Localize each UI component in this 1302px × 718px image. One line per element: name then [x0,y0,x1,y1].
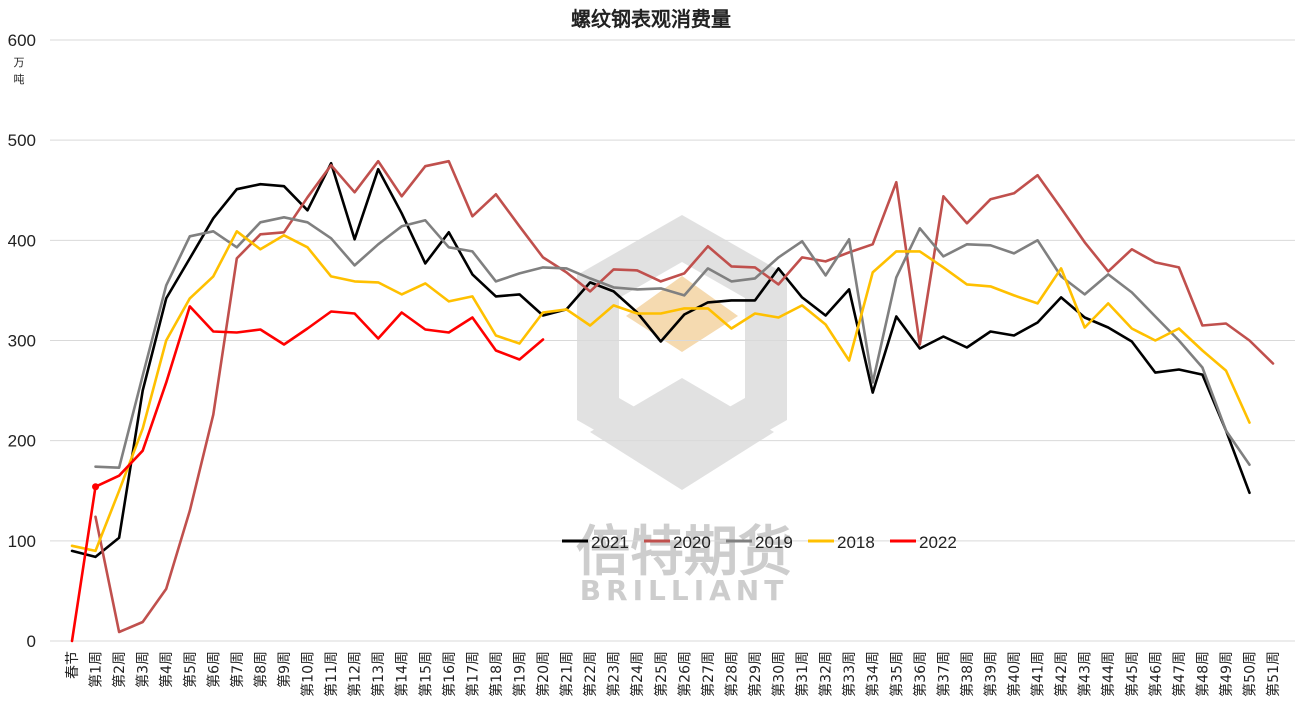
watermark-cn-text: 倍特期货 [576,520,792,583]
chart-title: 螺纹钢表观消费量 [571,7,731,31]
x-tick-label: 第30周 [771,651,788,697]
y-tick-label: 200 [8,432,36,451]
x-tick-label: 第31周 [794,651,811,697]
watermark-bottom-chevron [590,378,774,490]
series-lines [70,159,1275,643]
series-marker-2022 [92,483,100,491]
x-tick-label: 第4周 [158,651,175,688]
x-tick-label: 第16周 [441,651,458,697]
series-line-2018 [70,230,1251,553]
x-tick-label: 第25周 [653,651,670,697]
x-tick-label: 第12周 [347,651,364,697]
x-axis: 春节 第1周 第2周 第3周 第4周 第5周 第6周 第7周 第8周 第9周 第10周 第11周 第12… [65,651,1282,697]
x-tick-label: 第29周 [747,651,764,697]
x-tick-label: 第28周 [723,651,740,697]
x-tick-label: 第45周 [1124,651,1141,697]
x-tick-label: 第47周 [1171,651,1188,697]
series-line-2019 [94,216,1251,469]
legend-label-2020: 2020 [673,533,711,552]
x-tick-label: 第50周 [1242,651,1259,697]
x-tick-label: 第20周 [535,651,552,697]
x-tick-label: 第3周 [135,651,152,688]
y-unit-label-2: 吨 [14,73,25,86]
x-tick-label: 第18周 [488,651,505,697]
x-tick-label: 第33周 [841,651,858,697]
legend-label-2019: 2019 [755,533,793,552]
y-tick-label: 300 [8,332,36,351]
x-tick-label: 第40周 [1006,651,1023,697]
x-tick-label: 第42周 [1053,651,1070,697]
y-tick-label: 0 [27,632,36,651]
x-tick-label: 第38周 [959,651,976,697]
x-tick-label: 第5周 [182,651,199,688]
x-tick-label: 第43周 [1077,651,1094,697]
legend-label-2022: 2022 [919,533,957,552]
legend-label-2018: 2018 [837,533,875,552]
legend-label-2021: 2021 [591,533,629,552]
x-tick-label: 第37周 [935,651,952,697]
x-tick-label: 第26周 [676,651,693,697]
legend: 2021 2020 2019 2018 2022 [562,533,957,552]
x-tick-label: 第23周 [606,651,623,697]
y-tick-label: 400 [8,231,36,250]
y-tick-label: 500 [8,131,36,150]
x-tick-label: 第10周 [300,651,317,697]
series-line-2020 [94,159,1275,634]
watermark-en-text: BRILLIANT [580,574,789,607]
x-tick-label: 第6周 [205,651,222,688]
y-axis: 0 100 200 300 400 500 600 [8,31,36,651]
x-tick-label: 第9周 [276,651,293,688]
x-tick-label: 第27周 [700,651,717,697]
x-tick-label: 第1周 [88,651,105,688]
x-tick-label: 第34周 [865,651,882,697]
x-tick-label: 第7周 [229,651,246,688]
x-tick-label: 第39周 [982,651,999,697]
x-tick-label: 第46周 [1147,651,1164,697]
x-tick-label: 第14周 [394,651,411,697]
x-tick-label: 第24周 [629,651,646,697]
y-tick-label: 600 [8,31,36,50]
y-unit-label-1: 万 [14,56,25,69]
x-tick-label: 春节 [65,651,81,679]
x-tick-label: 第8周 [252,651,269,688]
x-tick-label: 第17周 [464,651,481,697]
x-tick-label: 第44周 [1100,651,1117,697]
y-tick-label: 100 [8,532,36,551]
x-tick-label: 第11周 [323,651,340,697]
x-tick-label: 第48周 [1194,651,1211,697]
x-tick-label: 第19周 [511,651,528,697]
x-tick-label: 第41周 [1030,651,1047,697]
x-tick-label: 第21周 [559,651,576,697]
grid-lines [50,39,1295,642]
x-tick-label: 第51周 [1265,651,1282,697]
x-tick-label: 第13周 [370,651,387,697]
x-tick-label: 第2周 [111,651,128,688]
x-tick-label: 第15周 [417,651,434,697]
x-tick-label: 第35周 [888,651,905,697]
x-tick-label: 第49周 [1218,651,1235,697]
x-tick-label: 第22周 [582,651,599,697]
x-tick-label: 第36周 [912,651,929,697]
x-tick-label: 第32周 [818,651,835,697]
series-line-2021 [70,161,1251,559]
series-line-2022 [70,305,545,643]
